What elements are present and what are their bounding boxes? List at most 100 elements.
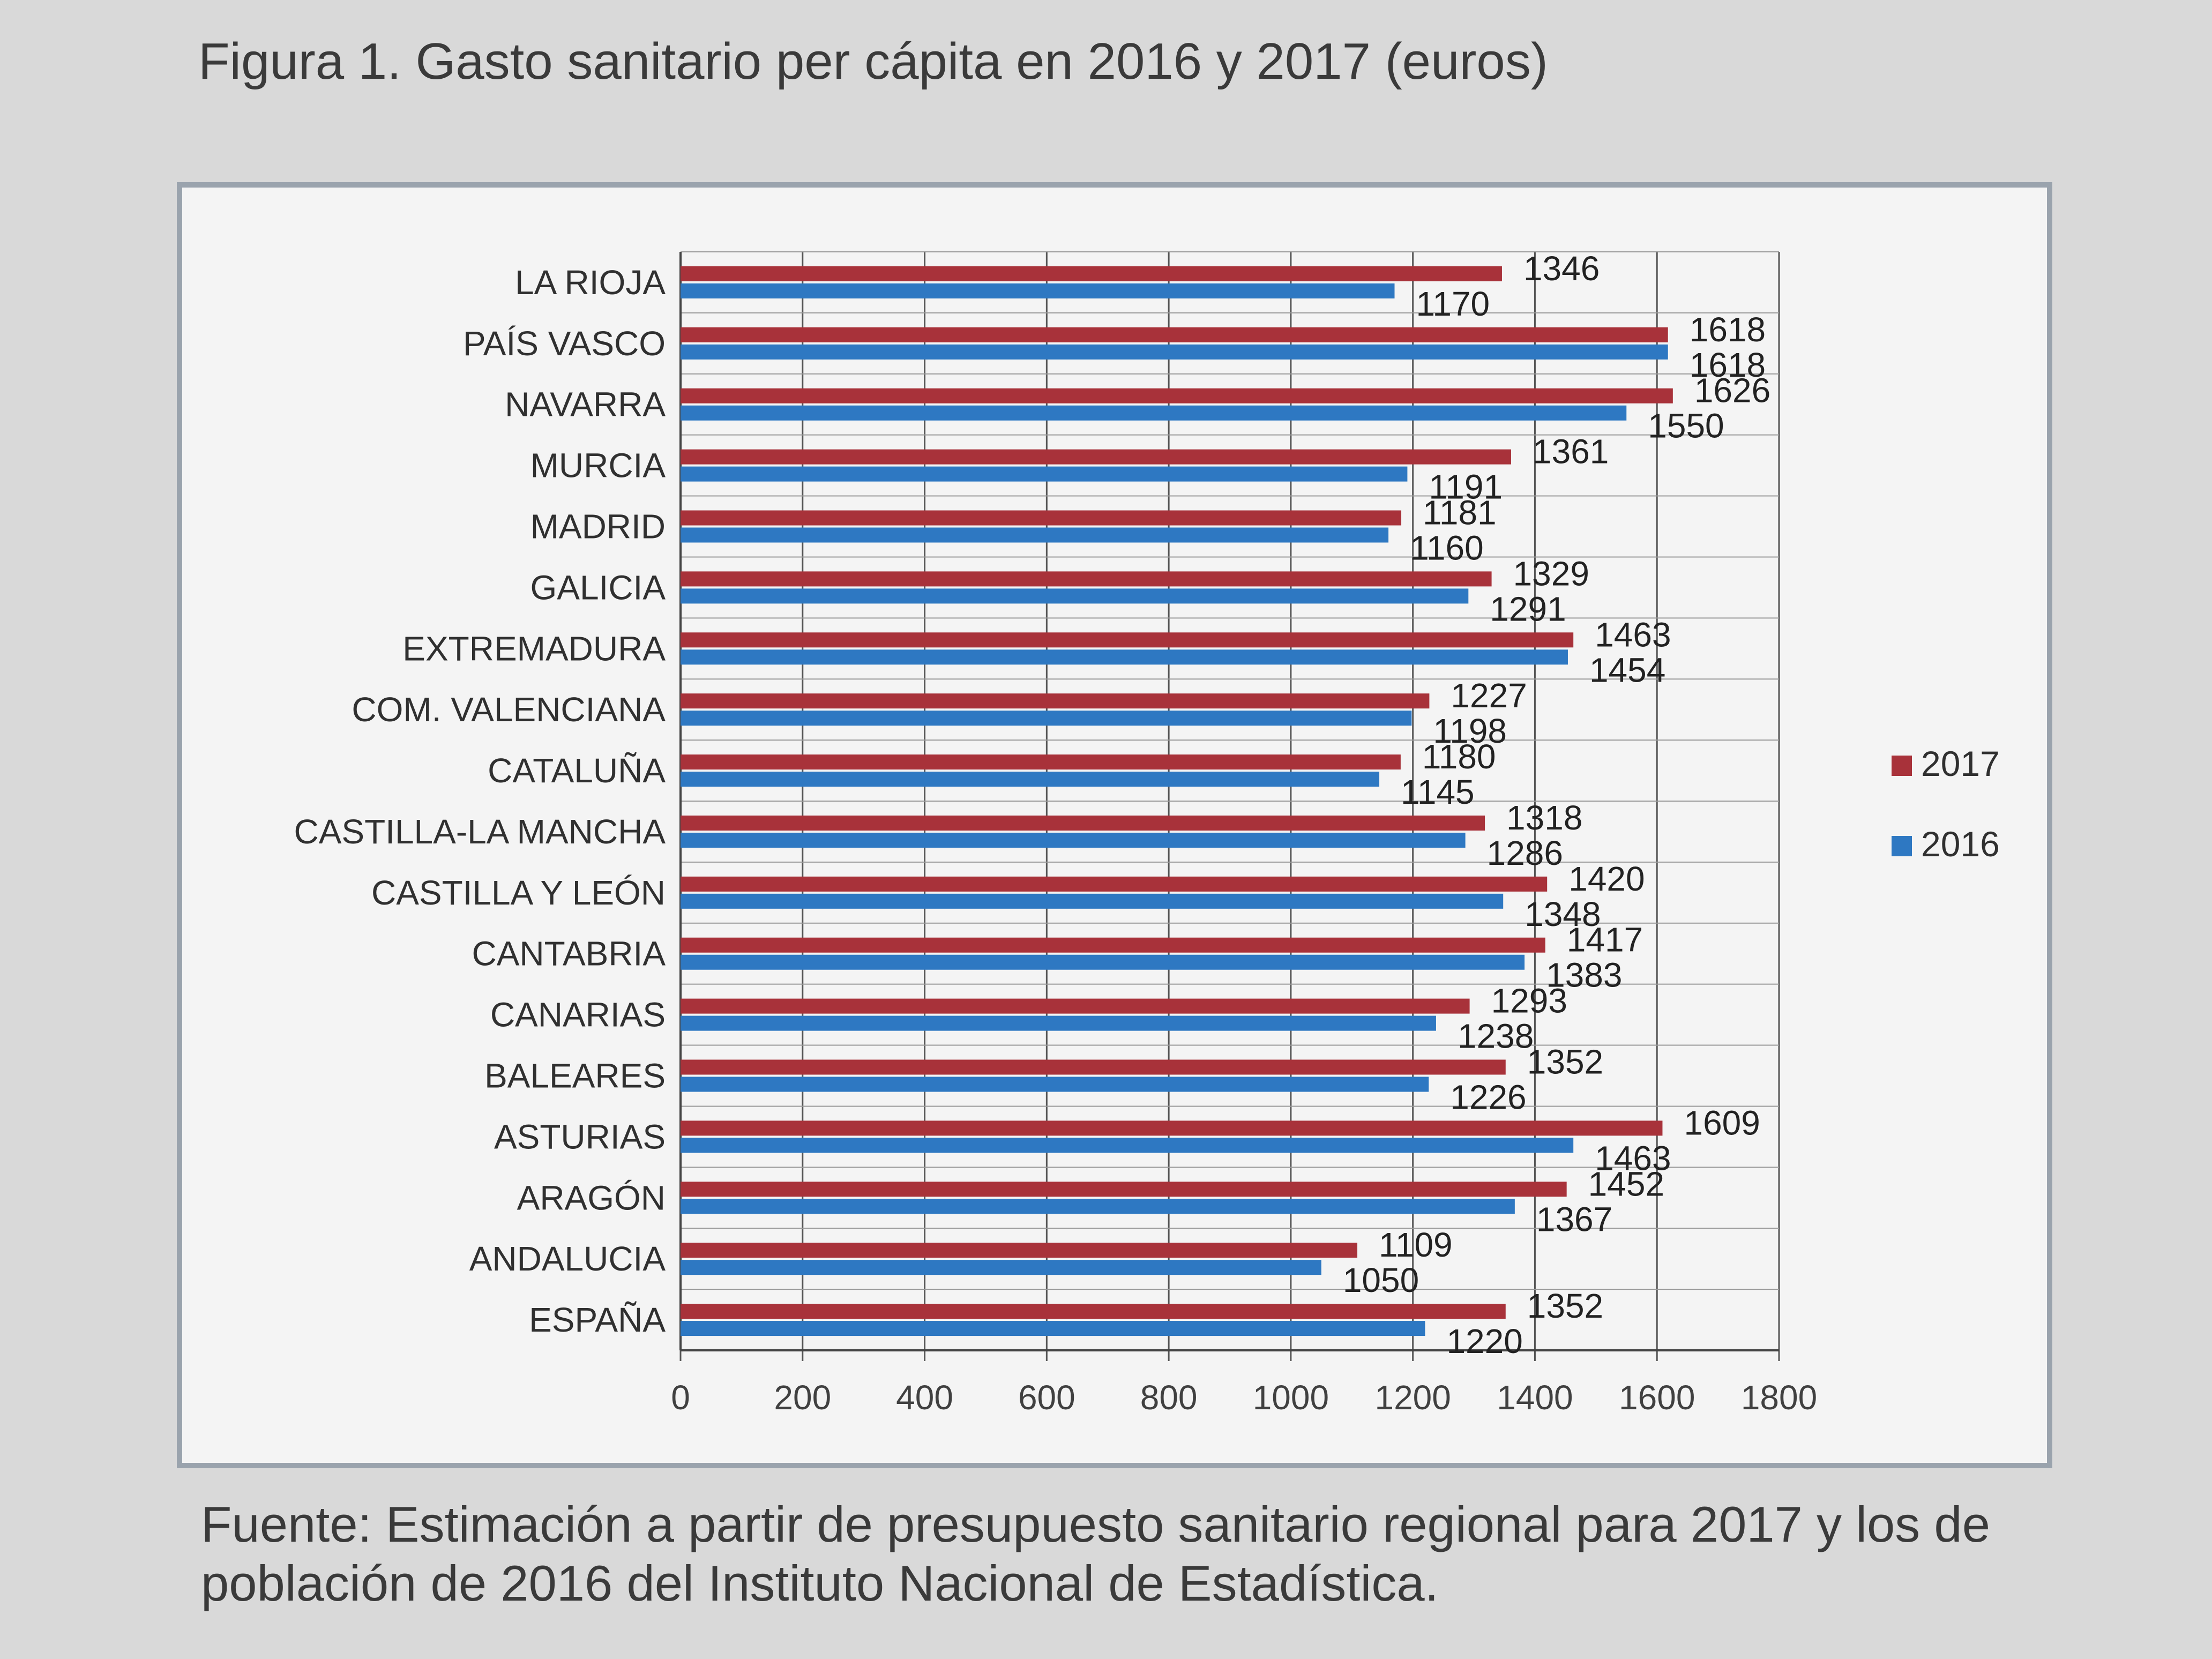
bar-2016 (681, 466, 1408, 482)
category-label: CASTILLA-LA MANCHA (294, 812, 666, 851)
bar-2017 (681, 449, 1512, 465)
data-label-2016: 1191 (1429, 468, 1503, 506)
category-label: CASTILLA Y LEÓN (371, 873, 666, 912)
bar-2017 (681, 754, 1401, 770)
data-label-2017: 1293 (1491, 982, 1567, 1020)
bar-2017 (681, 693, 1430, 709)
data-label-2016: 1618 (1690, 346, 1766, 384)
x-tick-labels: 0 200 400 600 800 1000 1200 1400 1600 1800 (671, 1378, 1817, 1417)
data-label-2017: 1352 (1527, 1287, 1603, 1325)
bar-2017 (681, 1182, 1567, 1197)
bar-2017 (681, 1059, 1506, 1075)
source-note: Fuente: Estimación a partir de presupues… (201, 1496, 1990, 1611)
bar-2017 (681, 1243, 1358, 1258)
bar-2017 (681, 876, 1548, 892)
bar-2016 (681, 649, 1568, 665)
bar-2017 (681, 266, 1502, 281)
data-label-2017: 1420 (1568, 860, 1645, 898)
x-tick-label: 1000 (1253, 1378, 1329, 1417)
data-label-2017: 1181 (1423, 494, 1497, 532)
bar-2016 (681, 954, 1525, 970)
bar-2016 (681, 588, 1469, 604)
bar-2017 (681, 571, 1492, 587)
data-label-2016: 1286 (1487, 834, 1563, 872)
bar-2017 (681, 632, 1574, 648)
x-tick-label: 800 (1140, 1378, 1198, 1417)
bar-2016 (681, 283, 1395, 298)
data-label-2016: 1291 (1490, 589, 1566, 628)
bar-2016 (681, 527, 1389, 543)
category-label: ASTURIAS (494, 1117, 666, 1156)
chart-frame: LA RIOJA PAÍS VASCO NAVARRA MURCIA MADRID GAL… (177, 182, 2052, 1468)
data-label-2017: 1618 (1690, 310, 1766, 349)
legend-label: 2017 (1921, 744, 2000, 783)
category-label: ESPAÑA (529, 1301, 666, 1339)
category-label: BALEARES (484, 1057, 666, 1095)
category-label: COM. VALENCIANA (352, 690, 666, 729)
category-label: NAVARRA (505, 385, 666, 424)
bar-2017 (681, 388, 1673, 403)
data-label-2017: 1346 (1523, 249, 1600, 288)
bar-2016 (681, 1260, 1321, 1275)
bar-2017 (681, 998, 1470, 1014)
bar-chart: LA RIOJA PAÍS VASCO NAVARRA MURCIA MADRID GAL… (294, 249, 2000, 1417)
bar-2016 (681, 711, 1412, 726)
bar-2016 (681, 405, 1627, 421)
data-label-2016: 1454 (1589, 651, 1665, 689)
data-label-2016: 1367 (1536, 1200, 1612, 1238)
legend-swatch (1892, 756, 1912, 776)
bar-2016 (681, 832, 1466, 848)
data-label-2017: 1329 (1513, 554, 1589, 593)
bar-2017 (681, 1120, 1663, 1136)
legend-swatch (1892, 836, 1912, 856)
data-label-2017: 1609 (1684, 1103, 1760, 1142)
data-label-2016: 1463 (1595, 1139, 1671, 1177)
data-label-2016: 1145 (1401, 773, 1475, 811)
category-label: PAÍS VASCO (463, 324, 666, 363)
data-label-2017: 1626 (1694, 371, 1770, 410)
bar-2016 (681, 1077, 1429, 1092)
category-label: CANARIAS (490, 996, 666, 1034)
bar-2017 (681, 815, 1485, 831)
category-label: EXTREMADURA (402, 629, 666, 668)
x-tick-label: 1800 (1741, 1378, 1817, 1417)
bar-2017 (681, 510, 1402, 526)
x-tick-label: 600 (1018, 1378, 1075, 1417)
legend-label: 2016 (1921, 824, 2000, 864)
bar-2017 (681, 937, 1545, 953)
category-label: ARAGÓN (517, 1178, 666, 1217)
data-label-2016: 1198 (1433, 712, 1507, 750)
bar-2017 (681, 327, 1668, 342)
bar-2016 (681, 1138, 1574, 1153)
bar-2016 (681, 344, 1668, 360)
data-label-2016: 1050 (1343, 1261, 1419, 1299)
bars (681, 266, 1673, 1336)
x-tick-label: 0 (671, 1378, 690, 1417)
data-label-2017: 1180 (1422, 737, 1496, 776)
data-label-2016: 1550 (1648, 407, 1724, 445)
data-label-2017: 1463 (1595, 615, 1671, 654)
data-label-2017: 1318 (1506, 798, 1582, 837)
category-label: LA RIOJA (515, 263, 666, 302)
data-label-2017: 1352 (1527, 1043, 1603, 1081)
data-label-2016: 1226 (1450, 1078, 1526, 1117)
data-label-2016: 1160 (1410, 529, 1484, 567)
gridlines (679, 251, 1780, 1361)
data-label-2016: 1220 (1446, 1322, 1522, 1361)
bar-2016 (681, 772, 1380, 787)
x-tick-label: 400 (896, 1378, 953, 1417)
data-label-2017: 1227 (1451, 676, 1527, 715)
category-label: ANDALUCIA (469, 1239, 666, 1278)
bar-2016 (681, 893, 1504, 909)
x-tick-label: 1600 (1619, 1378, 1695, 1417)
data-label-2017: 1361 (1533, 432, 1609, 471)
legend: 2017 2016 (1892, 744, 2000, 864)
bar-2016 (681, 1015, 1436, 1031)
x-tick-label: 200 (774, 1378, 831, 1417)
data-label-2017: 1109 (1379, 1225, 1453, 1264)
data-labels: 1346117016181618162615501361119111811160… (1343, 249, 1770, 1361)
category-label: GALICIA (530, 568, 666, 607)
bar-2016 (681, 1321, 1425, 1336)
x-tick-label: 1400 (1497, 1378, 1573, 1417)
figure-title: Figura 1. Gasto sanitario per cápita en … (198, 33, 1548, 90)
